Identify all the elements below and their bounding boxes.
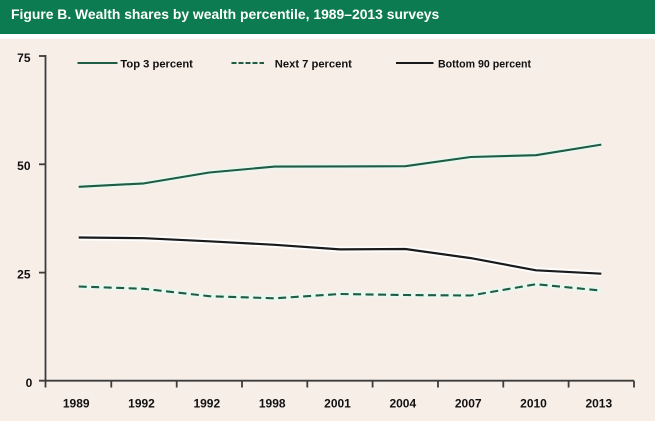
svg-text:1992: 1992 <box>128 396 155 410</box>
svg-text:2010: 2010 <box>520 396 547 410</box>
svg-text:2001: 2001 <box>324 396 351 410</box>
svg-text:Bottom 90 percent: Bottom 90 percent <box>438 58 531 70</box>
svg-text:50: 50 <box>17 159 31 173</box>
svg-text:2004: 2004 <box>389 396 416 410</box>
svg-text:1998: 1998 <box>259 396 286 410</box>
svg-text:Top 3 percent: Top 3 percent <box>120 58 193 70</box>
svg-text:Next 7 percent: Next 7 percent <box>275 58 352 70</box>
svg-text:0: 0 <box>26 376 33 390</box>
svg-text:25: 25 <box>17 267 31 281</box>
svg-text:2013: 2013 <box>585 396 612 410</box>
svg-text:1989: 1989 <box>63 396 90 410</box>
svg-text:75: 75 <box>17 51 31 65</box>
svg-text:2007: 2007 <box>455 396 482 410</box>
svg-text:1992: 1992 <box>193 396 220 410</box>
